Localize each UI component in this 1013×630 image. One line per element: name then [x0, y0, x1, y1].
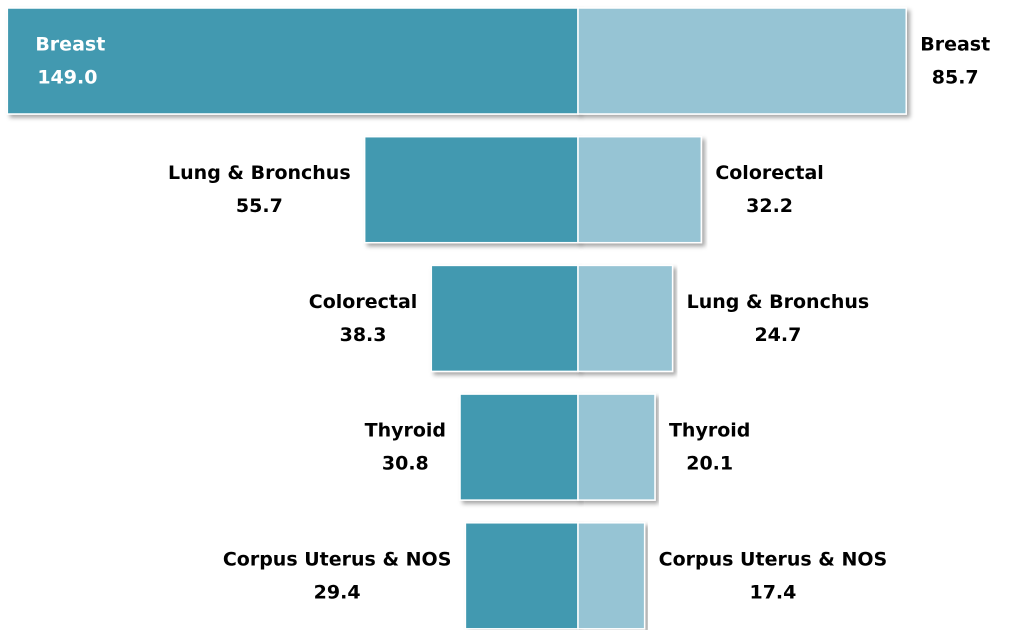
category-label: Breast [920, 34, 990, 56]
category-label: Thyroid [365, 420, 446, 442]
bar [577, 393, 656, 501]
value-label: 29.4 [314, 581, 361, 603]
value-label: 55.7 [236, 195, 283, 217]
bar [6, 7, 579, 115]
value-label: 38.3 [340, 324, 387, 346]
bar [577, 7, 907, 115]
bar [577, 522, 646, 630]
category-label: Colorectal [309, 291, 418, 313]
bar [363, 135, 579, 244]
value-label: 85.7 [932, 67, 979, 89]
value-label: 30.8 [382, 453, 429, 475]
category-label: Breast [35, 34, 105, 56]
value-label: 20.1 [686, 453, 733, 475]
value-label: 149.0 [37, 67, 97, 89]
bar [577, 135, 703, 244]
bar [464, 522, 579, 630]
bar [459, 393, 579, 501]
value-label: 24.7 [754, 324, 801, 346]
category-label: Corpus Uterus & NOS [223, 548, 452, 570]
category-label: Lung & Bronchus [687, 291, 870, 313]
category-label: Lung & Bronchus [168, 162, 351, 184]
category-label: Corpus Uterus & NOS [659, 548, 888, 570]
bar [577, 264, 674, 373]
category-label: Colorectal [715, 162, 824, 184]
bar [430, 264, 579, 373]
value-label: 32.2 [746, 195, 793, 217]
category-label: Thyroid [669, 420, 750, 442]
value-label: 17.4 [749, 581, 796, 603]
